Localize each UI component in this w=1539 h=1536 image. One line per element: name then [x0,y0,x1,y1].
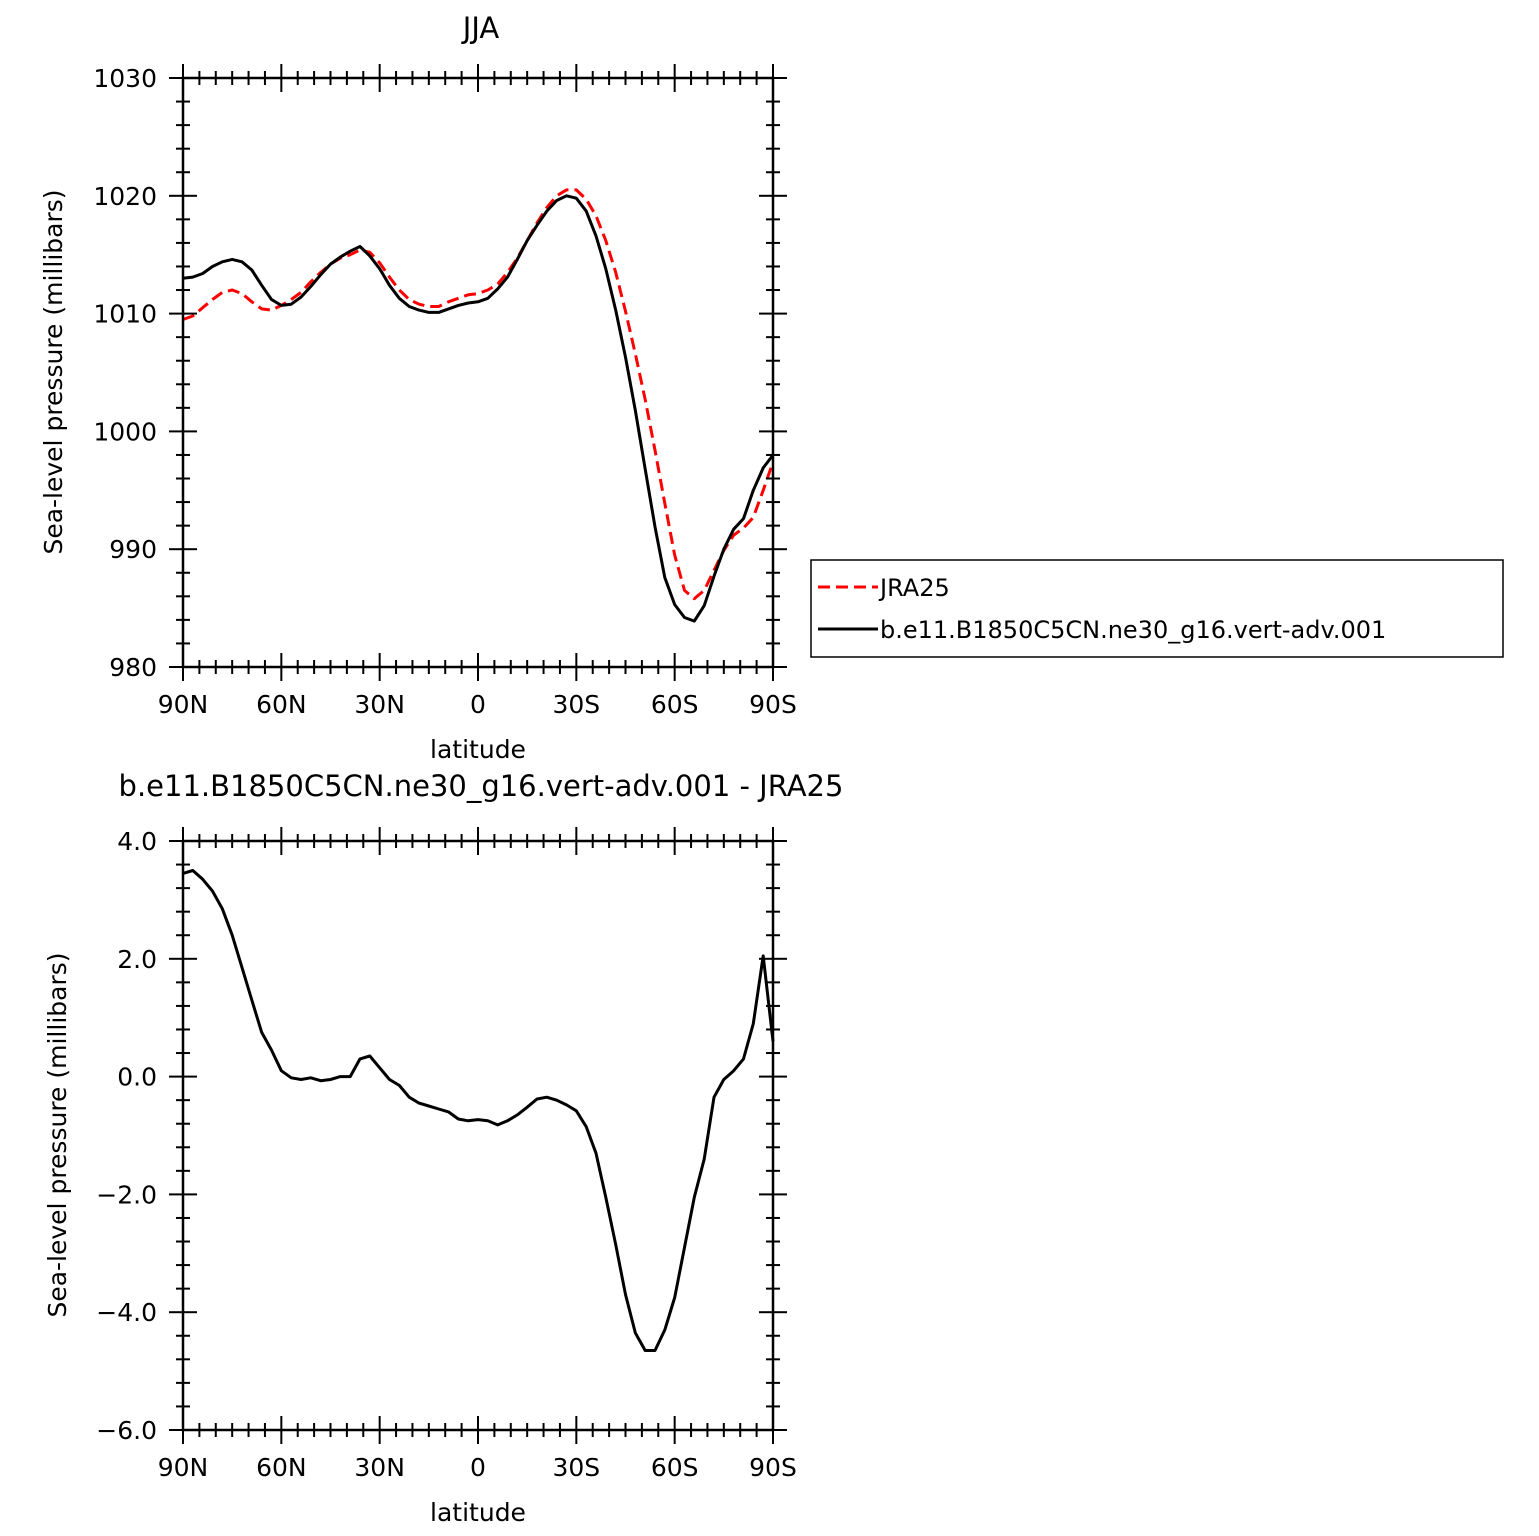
bottom-y-axis-label: Sea-level pressure (millibars) [43,952,72,1317]
x-tick-label: 30N [354,1453,405,1482]
x-tick-label: 90N [158,690,209,719]
top-y-axis-label: Sea-level pressure (millibars) [39,189,68,554]
x-tick-label: 90S [749,1453,797,1482]
top-plot-frame [181,76,775,669]
x-tick-label: 0 [470,690,486,719]
x-tick-label: 60N [256,1453,307,1482]
x-tick-label: 0 [470,1453,486,1482]
y-tick-label: −4.0 [96,1298,157,1327]
y-tick-label: 1000 [93,417,157,446]
model-series [182,194,775,623]
y-tick-label: 2.0 [117,945,157,974]
series-line-0-0 [182,188,775,601]
y-tick-label: 1010 [93,300,157,329]
bottom-chart-title: b.e11.B1850C5CN.ne30_g16.vert-adv.001 - … [119,769,844,803]
x-tick-label: 60S [651,1453,699,1482]
bottom-x-axis-label: latitude [430,1498,526,1527]
bottom-axis-ticks: 90N 60N 30N 0 30S 60S 90S 4.0 2.0 0.0 −2.0 −4.0 −6.0 [96,827,797,1482]
series-line-0-1 [182,194,775,623]
difference-series [182,869,775,1352]
x-tick-label: 90S [749,690,797,719]
x-tick-label: 30N [354,690,405,719]
x-tick-label: 60S [651,690,699,719]
y-tick-label: 980 [109,653,157,682]
y-tick-label: −6.0 [96,1416,157,1445]
y-tick-label: 0.0 [117,1063,157,1092]
top-x-axis-label: latitude [430,735,526,764]
x-tick-label: 60N [256,690,307,719]
x-tick-label: 90N [158,1453,209,1482]
y-tick-label: 4.0 [117,827,157,856]
bottom-panel: b.e11.B1850C5CN.ne30_g16.vert-adv.001 - … [43,769,843,1527]
legend: JRA25 b.e11.B1850C5CN.ne30_g16.vert-adv.… [810,559,1504,658]
y-tick-label: 990 [109,535,157,564]
x-tick-label: 30S [552,1453,600,1482]
series-line-1-0 [182,869,775,1352]
y-tick-label: 1020 [93,182,157,211]
bottom-plot-frame [181,839,775,1432]
top-axis-ticks: 90N 60N 30N 0 30S 60S 90S 1030 1020 1010 1000 990 98… [93,64,797,719]
top-chart-title: JJA [461,11,500,45]
y-tick-label: −2.0 [96,1180,157,1209]
legend-box [810,559,1504,658]
legend-label-jra25: JRA25 [878,574,950,602]
x-tick-label: 30S [552,690,600,719]
y-tick-label: 1030 [93,64,157,93]
jra25-series [182,188,775,601]
top-panel: JJA 90N 60N 30N 0 30S 60S 90S10301020101010009… [39,11,1504,764]
legend-label-model: b.e11.B1850C5CN.ne30_g16.vert-adv.001 [880,616,1386,644]
